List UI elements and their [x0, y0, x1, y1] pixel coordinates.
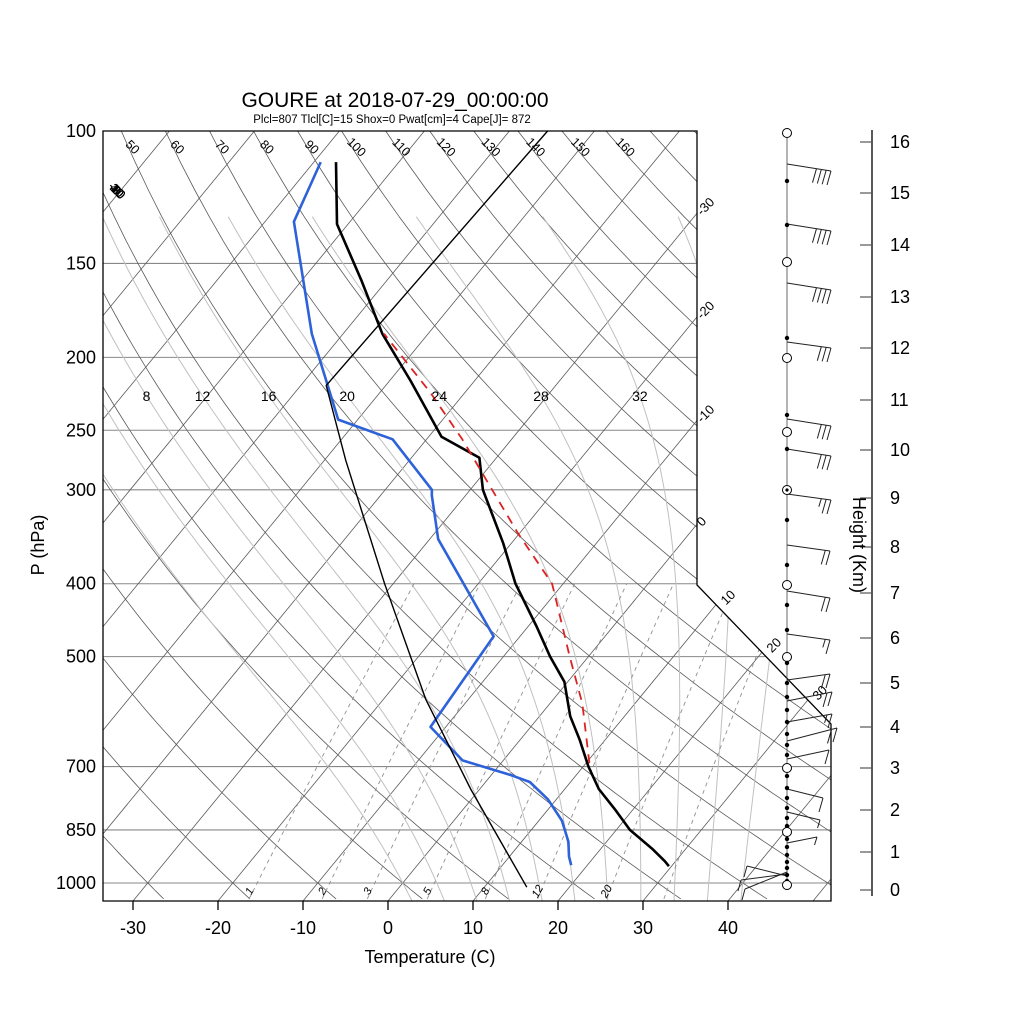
svg-text:120: 120 — [434, 135, 459, 160]
svg-text:16: 16 — [890, 132, 910, 152]
svg-text:90: 90 — [302, 137, 322, 157]
svg-text:14: 14 — [890, 235, 910, 255]
svg-text:110: 110 — [389, 135, 413, 159]
svg-text:32: 32 — [632, 388, 648, 404]
svg-text:8: 8 — [890, 537, 900, 557]
svg-text:20: 20 — [763, 635, 784, 656]
svg-text:8: 8 — [143, 388, 151, 404]
svg-text:6: 6 — [890, 628, 900, 648]
svg-text:150: 150 — [66, 253, 96, 273]
svg-text:160: 160 — [613, 135, 638, 160]
svg-text:10: 10 — [717, 587, 738, 608]
svg-text:12: 12 — [195, 388, 211, 404]
svg-text:-10: -10 — [290, 918, 316, 938]
svg-text:200: 200 — [66, 347, 96, 367]
svg-text:3: 3 — [361, 885, 375, 897]
svg-text:10: 10 — [890, 440, 910, 460]
svg-text:20: 20 — [598, 882, 615, 900]
svg-text:60: 60 — [167, 137, 187, 157]
svg-text:13: 13 — [890, 287, 910, 307]
svg-text:30: 30 — [633, 918, 653, 938]
svg-text:130: 130 — [479, 135, 504, 160]
svg-text:140: 140 — [523, 135, 548, 160]
svg-text:-20: -20 — [205, 918, 231, 938]
svg-text:10: 10 — [463, 918, 483, 938]
svg-text:4: 4 — [890, 717, 900, 737]
svg-text:1: 1 — [243, 886, 256, 897]
svg-text:150: 150 — [568, 135, 593, 160]
svg-text:15: 15 — [890, 183, 910, 203]
plot-frame-layer — [102, 130, 832, 910]
y-axis-label: P (hPa) — [28, 515, 48, 576]
svg-text:100: 100 — [344, 135, 369, 160]
chart-subtitle: Plcl=807 Tlcl[C]=15 Shox=0 Pwat[cm]=4 Ca… — [253, 114, 531, 126]
svg-text:100: 100 — [66, 121, 96, 141]
svg-text:40: 40 — [718, 918, 738, 938]
svg-text:24: 24 — [432, 388, 448, 404]
wind-barbs-layer — [737, 128, 838, 901]
svg-text:250: 250 — [66, 420, 96, 440]
svg-text:-30: -30 — [120, 918, 146, 938]
svg-text:9: 9 — [890, 488, 900, 508]
svg-text:1: 1 — [890, 842, 900, 862]
svg-text:0: 0 — [383, 918, 393, 938]
svg-text:0: 0 — [694, 514, 710, 530]
sounding-profiles-layer — [292, 131, 670, 888]
svg-text:-30: -30 — [105, 179, 128, 202]
svg-text:3: 3 — [890, 758, 900, 778]
svg-text:12: 12 — [530, 883, 547, 900]
svg-text:70: 70 — [212, 137, 232, 157]
svg-text:300: 300 — [66, 480, 96, 500]
chart-title: GOURE at 2018-07-29_00:00:00 — [241, 89, 548, 112]
height-axis-label: Height (Km) — [849, 497, 869, 593]
svg-text:0: 0 — [890, 880, 900, 900]
svg-text:400: 400 — [66, 574, 96, 594]
svg-text:28: 28 — [533, 388, 549, 404]
svg-text:8: 8 — [479, 885, 493, 897]
svg-text:700: 700 — [66, 757, 96, 777]
svg-text:500: 500 — [66, 647, 96, 667]
svg-text:20: 20 — [339, 388, 355, 404]
svg-text:80: 80 — [257, 137, 277, 157]
x-axis-label: Temperature (C) — [364, 947, 495, 967]
svg-text:850: 850 — [66, 820, 96, 840]
svg-text:5: 5 — [890, 673, 900, 693]
grid-layer — [103, 131, 831, 901]
svg-text:5: 5 — [421, 885, 435, 897]
svg-text:1000: 1000 — [56, 873, 96, 893]
svg-text:12: 12 — [890, 338, 910, 358]
svg-text:2: 2 — [890, 800, 900, 820]
svg-text:7: 7 — [890, 583, 900, 603]
svg-text:20: 20 — [548, 918, 568, 938]
svg-text:16: 16 — [261, 388, 277, 404]
svg-text:11: 11 — [890, 390, 909, 410]
